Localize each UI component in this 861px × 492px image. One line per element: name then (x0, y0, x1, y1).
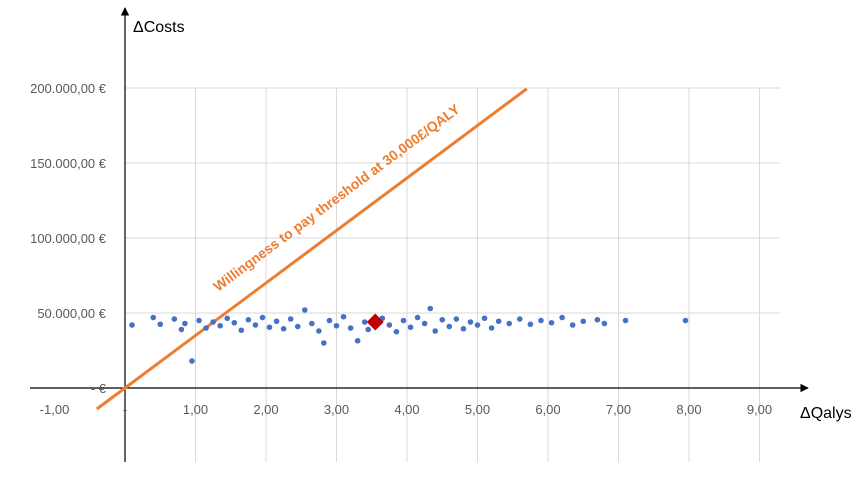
scatter-point (559, 314, 565, 321)
scatter-point (354, 337, 361, 344)
scatter-point (569, 322, 576, 328)
scatter-point (316, 328, 322, 334)
scatter-point (326, 317, 333, 324)
y-tick-label: 150.000,00 € (30, 156, 107, 171)
scatter-point (157, 321, 164, 328)
scatter-point (280, 325, 287, 332)
scatter-point (217, 322, 223, 329)
scatter-point (178, 326, 185, 333)
scatter-point (386, 322, 393, 328)
gridlines (125, 87, 780, 462)
scatter-point (301, 307, 308, 313)
y-tick-label: 100.000,00 € (30, 231, 107, 246)
x-tick-label: 8,00 (676, 402, 701, 417)
x-tick-label: 9,00 (747, 402, 772, 417)
scatter-point (432, 328, 439, 334)
scatter-point (467, 319, 474, 325)
scatter-point (421, 320, 428, 327)
scatter-point (210, 319, 216, 325)
y-tick-labels: - € 50.000,00 € 100.000,00 € 150.000,00 € 20… (30, 81, 107, 396)
scatter-point (439, 316, 446, 323)
scatter-point (481, 315, 488, 322)
scatter-point (361, 319, 368, 325)
scatter-point (245, 316, 252, 323)
scatter-points (129, 305, 689, 364)
x-tick-labels: -1,00-1,00 2,00 3,00 4,00 5,00 6,00 7,00 8,00 9,… (40, 402, 772, 417)
scatter-point (252, 322, 259, 328)
scatter-point (460, 325, 467, 332)
scatter-point (495, 318, 502, 325)
scatter-point (517, 316, 523, 322)
scatter-point (273, 318, 280, 325)
x-tick-label: 5,00 (465, 402, 490, 417)
scatter-point (287, 316, 294, 322)
scatter-point (171, 316, 178, 322)
scatter-point (224, 315, 231, 322)
threshold-line (95, 87, 528, 411)
x-tick-label: - (123, 402, 127, 417)
scatter-point (309, 320, 315, 327)
scatter-point (446, 323, 453, 330)
x-tick-label: 1,00 (183, 402, 208, 417)
x-tick-label: 3,00 (324, 402, 349, 417)
scatter-point (488, 325, 495, 331)
scatter-point (129, 322, 135, 328)
x-axis-title: ΔQalys (800, 405, 852, 422)
x-tick-label: 7,00 (606, 402, 631, 417)
scatter-point (682, 317, 689, 324)
axes (30, 7, 809, 462)
scatter-point (196, 317, 202, 324)
y-tick-label: - € (91, 381, 107, 396)
scatter-point (400, 317, 407, 324)
scatter-point (365, 326, 372, 333)
scatter-point (548, 319, 555, 326)
y-axis-title: ΔCosts (133, 19, 185, 36)
threshold-line-group: Willingness to pay threshold at 30,000£/… (95, 87, 528, 411)
x-tick-label: -1,00 (40, 402, 70, 417)
scatter-point (538, 317, 544, 324)
scatter-point (294, 323, 301, 330)
scatter-point (266, 324, 273, 331)
scatter-point (189, 358, 195, 364)
scatter-point (347, 325, 354, 331)
scatter-point (393, 328, 400, 335)
scatter-point (580, 318, 587, 325)
scatter-point (474, 322, 481, 328)
x-tick-label: 2,00 (253, 402, 278, 417)
scatter-point (427, 305, 434, 312)
scatter-point (453, 316, 460, 322)
scatter-point (231, 319, 238, 326)
scatter-point (506, 320, 513, 327)
y-tick-label: 50.000,00 € (37, 306, 106, 321)
scatter-point (150, 314, 156, 321)
scatter-point (259, 314, 266, 321)
scatter-point (203, 325, 209, 331)
x-tick-label: 6,00 (535, 402, 560, 417)
scatter-point (238, 327, 245, 334)
scatter-point (414, 314, 421, 321)
scatter-point (321, 340, 327, 346)
scatter-point (182, 320, 188, 327)
scatter-point (340, 313, 347, 320)
scatter-point (594, 316, 601, 323)
x-tick-label: 4,00 (394, 402, 419, 417)
scatter-point (407, 324, 414, 331)
scatter-point (601, 320, 608, 327)
scatter-point (333, 322, 340, 329)
mean-point (366, 313, 384, 331)
scatter-point (527, 321, 534, 328)
scatter-point (622, 317, 629, 324)
y-tick-label: 200.000,00 € (30, 81, 107, 96)
